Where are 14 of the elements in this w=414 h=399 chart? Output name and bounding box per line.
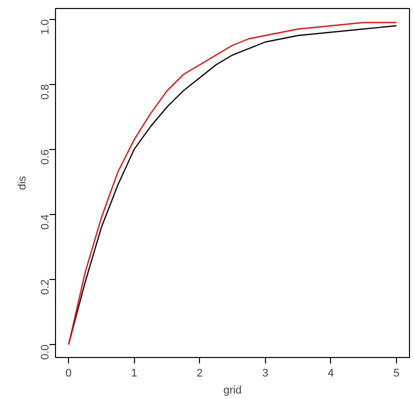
y-tick-label: 1.0 xyxy=(40,19,52,35)
y-tick-label: 0.2 xyxy=(40,279,52,295)
x-tick-label: 2 xyxy=(196,368,203,380)
x-tick-label: 1 xyxy=(131,368,138,380)
x-tick-label: 0 xyxy=(66,368,72,380)
x-axis-title: grid xyxy=(223,384,242,396)
y-tick-label: 0.0 xyxy=(40,344,52,360)
x-tick-label: 3 xyxy=(262,368,268,380)
y-tick-label: 0.4 xyxy=(40,214,52,230)
y-axis-title: dis xyxy=(16,175,28,190)
y-tick-label: 0.8 xyxy=(40,84,52,100)
y-tick-label: 0.6 xyxy=(40,149,52,165)
x-tick-label: 5 xyxy=(393,368,400,380)
x-tick-label: 4 xyxy=(328,368,334,380)
